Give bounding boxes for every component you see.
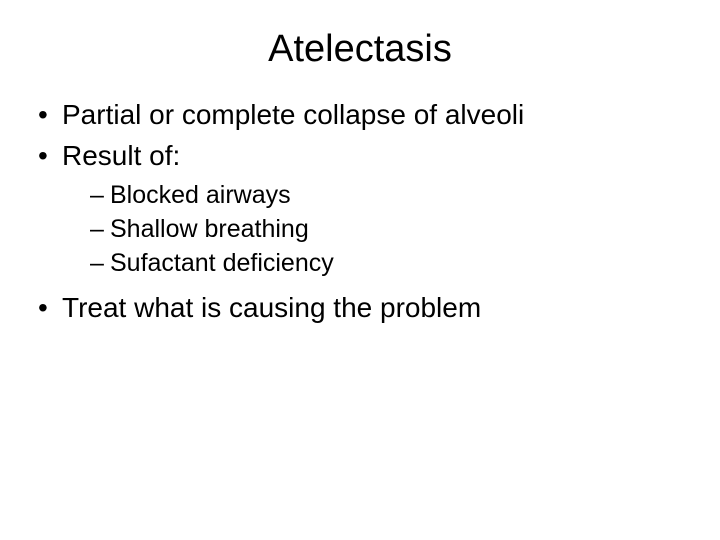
bullet-marker: • bbox=[38, 97, 62, 132]
slide-body: • Partial or complete collapse of alveol… bbox=[0, 97, 720, 325]
bullet-level1: • Result of: bbox=[38, 138, 682, 173]
sub-bullet-group: – Blocked airways – Shallow breathing – … bbox=[38, 179, 682, 280]
bullet-text: Partial or complete collapse of alveoli bbox=[62, 97, 682, 132]
bullet-text: Sufactant deficiency bbox=[110, 247, 682, 281]
bullet-text: Treat what is causing the problem bbox=[62, 290, 682, 325]
bullet-level1: • Partial or complete collapse of alveol… bbox=[38, 97, 682, 132]
bullet-level2: – Shallow breathing bbox=[90, 213, 682, 247]
dash-marker: – bbox=[90, 247, 110, 281]
slide: Atelectasis • Partial or complete collap… bbox=[0, 0, 720, 540]
bullet-level2: – Sufactant deficiency bbox=[90, 247, 682, 281]
bullet-text: Shallow breathing bbox=[110, 213, 682, 247]
bullet-level1: • Treat what is causing the problem bbox=[38, 290, 682, 325]
bullet-text: Result of: bbox=[62, 138, 682, 173]
dash-marker: – bbox=[90, 179, 110, 213]
bullet-text: Blocked airways bbox=[110, 179, 682, 213]
bullet-level2: – Blocked airways bbox=[90, 179, 682, 213]
slide-title: Atelectasis bbox=[0, 0, 720, 91]
dash-marker: – bbox=[90, 213, 110, 247]
bullet-marker: • bbox=[38, 290, 62, 325]
bullet-marker: • bbox=[38, 138, 62, 173]
